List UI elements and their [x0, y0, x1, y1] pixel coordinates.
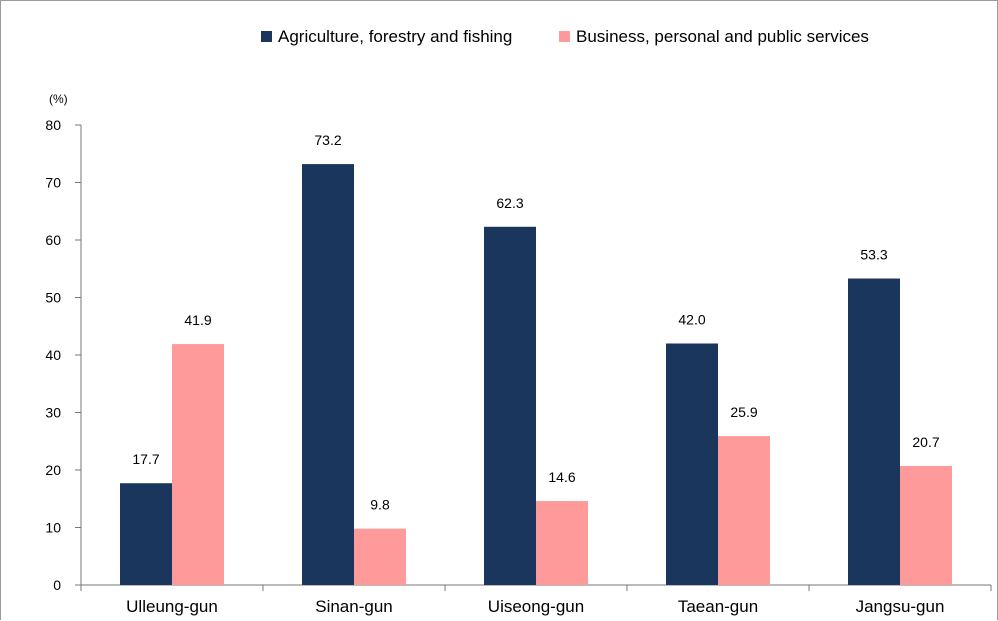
category-label: Uiseong-gun [488, 597, 584, 616]
bars [120, 164, 952, 585]
y-tick-label: 10 [45, 520, 61, 536]
bar [718, 436, 770, 585]
category-label: Jangsu-gun [856, 597, 945, 616]
y-tick-label: 20 [45, 462, 61, 478]
bar [536, 501, 588, 585]
data-label: 73.2 [314, 132, 341, 148]
data-label: 53.3 [860, 247, 887, 263]
bar [900, 465, 952, 585]
data-label: 25.9 [730, 404, 757, 420]
y-axis: 0 10 20 30 40 50 60 70 80 [45, 117, 82, 593]
y-tick-label: 60 [45, 232, 61, 248]
data-label: 62.3 [496, 195, 523, 211]
legend: Agriculture, forestry and fishing Busine… [261, 27, 869, 46]
bar [354, 528, 406, 585]
y-tick-label: 0 [53, 577, 61, 593]
data-label: 9.8 [370, 497, 390, 513]
x-axis [80, 584, 992, 591]
legend-swatch-agriculture [261, 31, 272, 42]
category-labels: Ulleung-gun Sinan-gun Uiseong-gun Taean-gun… [126, 597, 944, 616]
legend-swatch-services [559, 31, 570, 42]
bar [120, 483, 172, 585]
y-tick-label: 40 [45, 347, 61, 363]
bar [302, 164, 354, 585]
y-tick-label: 70 [45, 175, 61, 191]
bar [848, 278, 900, 585]
y-tick-label: 80 [45, 117, 61, 133]
category-label: Sinan-gun [315, 597, 393, 616]
data-label: 42.0 [678, 312, 705, 328]
bar [172, 344, 224, 585]
category-label: Taean-gun [678, 597, 758, 616]
data-label: 41.9 [184, 312, 211, 328]
data-labels: 17.7 41.9 73.2 9.8 62.3 14.6 42.0 25.9 53.3 20.7 [132, 132, 939, 513]
y-tick-label: 30 [45, 405, 61, 421]
data-label: 20.7 [912, 434, 939, 450]
category-label: Ulleung-gun [126, 597, 218, 616]
y-axis-unit-label: (%) [49, 92, 68, 106]
y-tick-label: 50 [45, 290, 61, 306]
data-label: 17.7 [132, 451, 159, 467]
data-label: 14.6 [548, 469, 575, 485]
bar [666, 343, 718, 585]
legend-label-services: Business, personal and public services [576, 27, 869, 46]
legend-label-agriculture: Agriculture, forestry and fishing [278, 27, 512, 46]
bar [484, 226, 536, 585]
